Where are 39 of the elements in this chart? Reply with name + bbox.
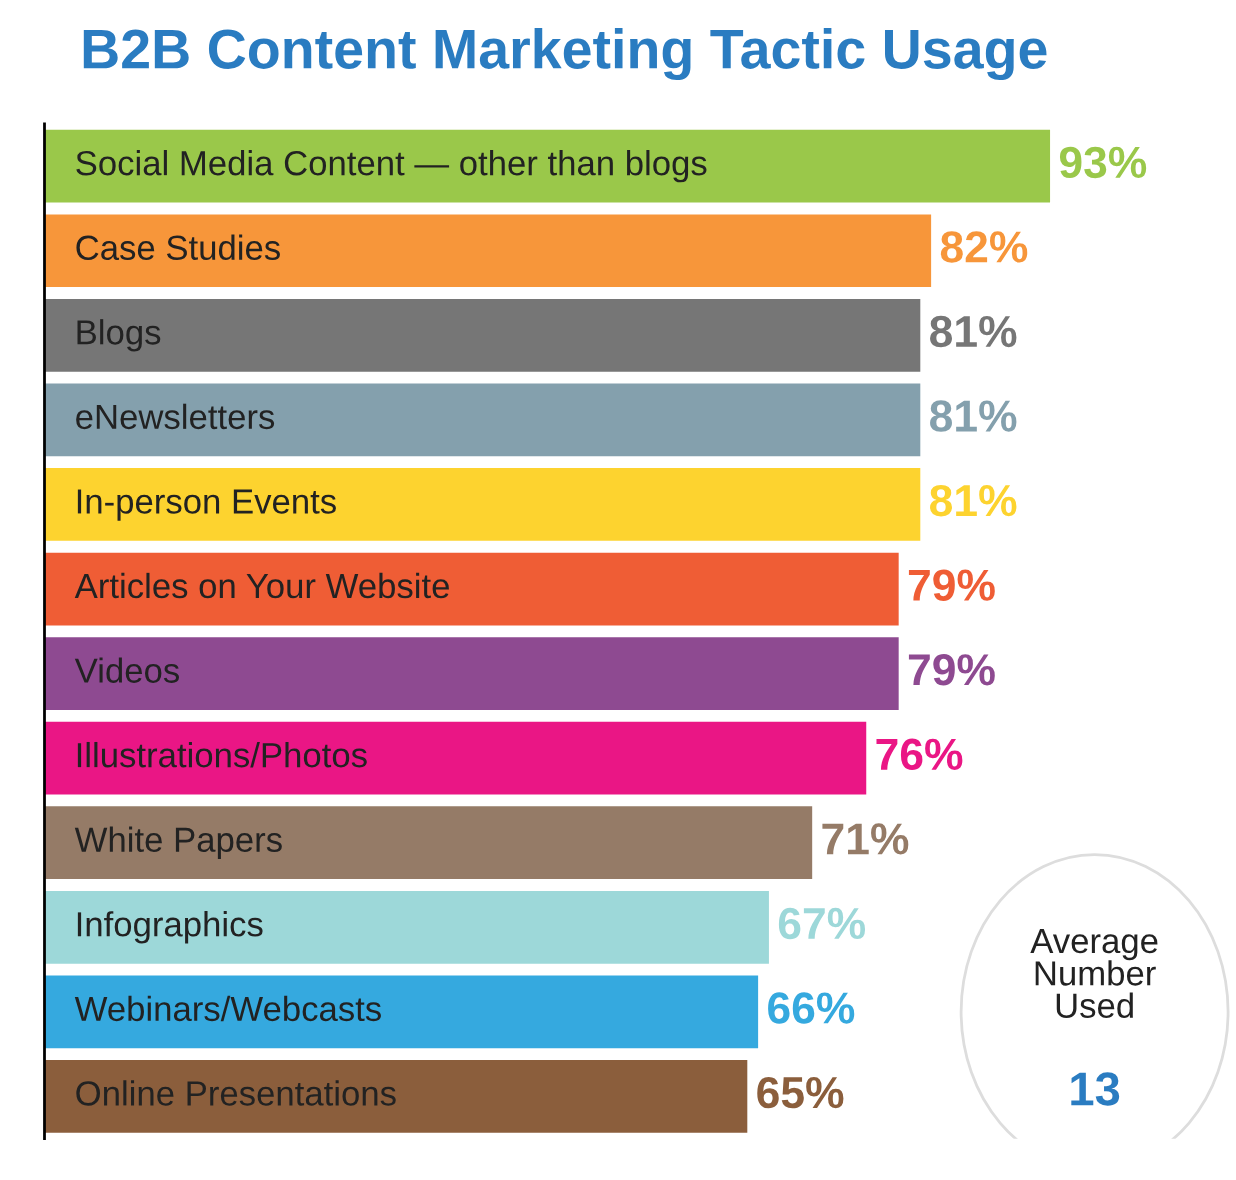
data-label: 76%: [876, 738, 963, 771]
data-label: 71%: [822, 823, 909, 855]
y-tick-label: Illustrations/Photos: [77, 741, 367, 768]
bar: [44, 298, 921, 372]
bar: [44, 721, 867, 795]
text: 13: [1071, 1072, 1120, 1106]
data-label: 81%: [930, 400, 1017, 432]
bar: [44, 129, 1051, 203]
data-label: 67%: [778, 907, 866, 940]
y-tick-label: White Papers: [74, 826, 282, 859]
bar: [44, 1060, 748, 1133]
bar: [44, 468, 921, 541]
data-label: 81%: [930, 484, 1017, 517]
y-tick-label: Webinars/Webcasts: [74, 995, 381, 1022]
bar: [44, 806, 813, 880]
y-tick-label: Online Presentations: [76, 1080, 396, 1106]
data-label: 66%: [768, 992, 855, 1024]
y-tick-label: Infographics: [77, 911, 263, 944]
data-label: 79%: [908, 654, 995, 686]
bar: [44, 890, 769, 964]
y-tick-label: Articles on Your Website: [74, 572, 449, 599]
chart-title: B2B Content Marketing Tactic Usage: [83, 28, 1047, 81]
data-label: 79%: [908, 569, 995, 601]
data-label: 82%: [940, 231, 1028, 263]
bar: [44, 214, 932, 288]
y-tick-label: In-person Events: [77, 489, 336, 521]
y-tick-label: eNewsletters: [76, 403, 275, 430]
bar: [44, 383, 921, 457]
annotation: Average Number Used: [1030, 929, 1158, 1019]
y-tick-label: Blogs: [77, 319, 161, 352]
y-tick-label: Videos: [74, 657, 179, 683]
bar: [44, 637, 899, 710]
y-tick-label: Social Media Content — other than blogs: [76, 150, 707, 183]
data-label: 93%: [1059, 146, 1147, 179]
bar: [44, 552, 899, 626]
bar: [44, 975, 759, 1049]
data-label: 81%: [930, 315, 1017, 348]
y-tick-label: Case Studies: [76, 234, 280, 261]
data-label: 65%: [757, 1076, 844, 1109]
